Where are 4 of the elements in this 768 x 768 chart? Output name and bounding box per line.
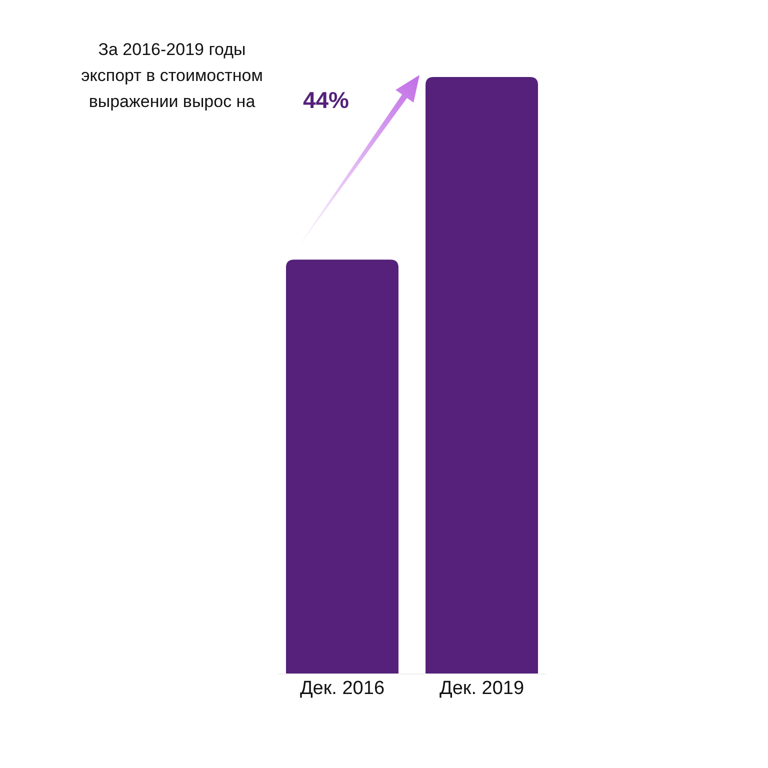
annotation: 44% (302, 87, 350, 113)
text: За 2016-2019 годы экспорт в стоимостном выражении вырос на (81, 40, 263, 111)
x-tick-label: Дек. 2019 (439, 678, 524, 699)
x-tick-label: Дек. 2016 (300, 678, 385, 699)
